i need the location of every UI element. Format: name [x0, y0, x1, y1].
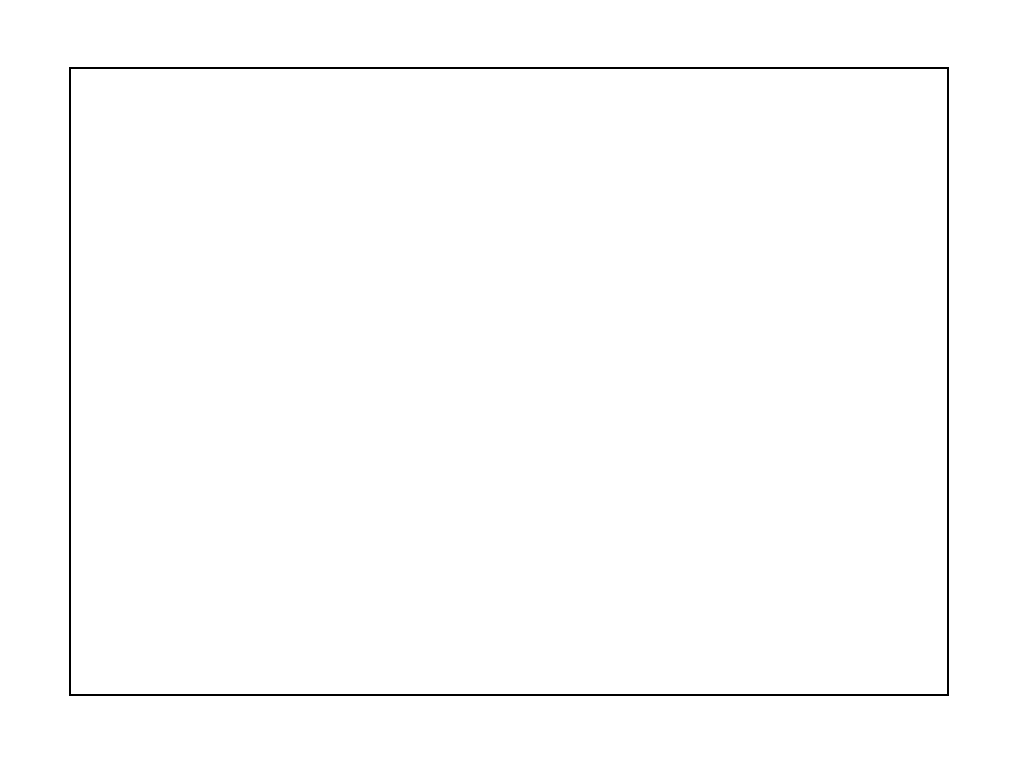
plot-frame [69, 67, 949, 696]
